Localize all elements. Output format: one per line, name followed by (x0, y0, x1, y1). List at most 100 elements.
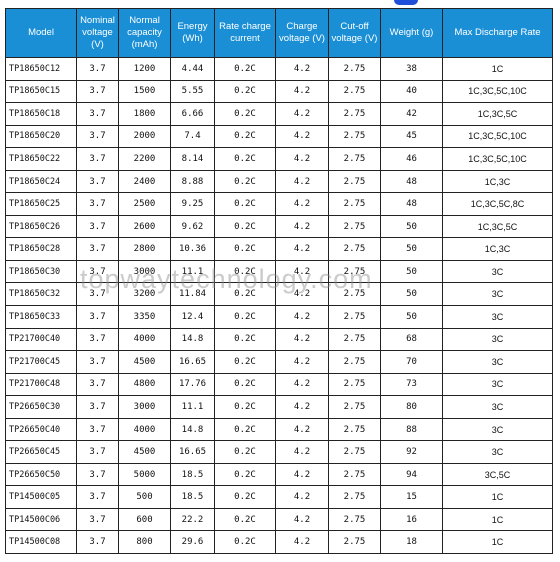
header-model: Model (5, 8, 77, 58)
cutoff-voltage-cell: 2.75 (328, 440, 381, 464)
charge-current-cell: 0.2C (214, 440, 276, 464)
table-row: TP18650C24 3.7 2400 8.88 0.2C 4.2 2.75 48 1C,3C (5, 169, 553, 194)
capacity-cell: 3000 (118, 395, 171, 419)
energy-cell: 7.4 (170, 124, 215, 149)
charge-voltage-cell: 4.2 (275, 305, 329, 329)
charge-voltage-cell: 4.2 (275, 395, 329, 419)
nominal-voltage-cell: 3.7 (76, 350, 119, 374)
cutoff-voltage-cell: 2.75 (328, 507, 381, 532)
energy-cell: 22.2 (170, 507, 215, 532)
max-discharge-cell: 3C,5C (442, 462, 553, 487)
model-cell: TP18650C15 (5, 79, 77, 104)
max-discharge-cell: 1C,3C (442, 169, 553, 194)
max-discharge-cell: 3C (442, 372, 553, 397)
capacity-cell: 4500 (118, 440, 171, 464)
weight-cell: 92 (380, 440, 443, 464)
charge-voltage-cell: 4.2 (275, 440, 329, 464)
charge-voltage-cell: 4.2 (275, 147, 329, 171)
table-row: TP14500C08 3.7 800 29.6 0.2C 4.2 2.75 18 1C (5, 530, 553, 555)
model-cell: TP14500C05 (5, 485, 77, 509)
weight-cell: 50 (380, 214, 443, 239)
weight-cell: 50 (380, 237, 443, 261)
energy-cell: 29.6 (170, 530, 215, 555)
charge-current-cell: 0.2C (214, 259, 276, 284)
energy-cell: 4.44 (170, 57, 215, 81)
header-nominal-voltage: Nominal voltage (V) (76, 8, 119, 58)
weight-cell: 70 (380, 350, 443, 374)
charge-current-cell: 0.2C (214, 507, 276, 532)
max-discharge-cell: 3C (442, 350, 553, 374)
capacity-cell: 4800 (118, 372, 171, 397)
capacity-cell: 4500 (118, 350, 171, 374)
table-row: TP26650C30 3.7 3000 11.1 0.2C 4.2 2.75 80 3C (5, 395, 553, 419)
energy-cell: 17.76 (170, 372, 215, 397)
capacity-cell: 1200 (118, 57, 171, 81)
charge-voltage-cell: 4.2 (275, 192, 329, 216)
nominal-voltage-cell: 3.7 (76, 417, 119, 442)
cutoff-voltage-cell: 2.75 (328, 237, 381, 261)
energy-cell: 18.5 (170, 462, 215, 487)
table-row: TP18650C26 3.7 2600 9.62 0.2C 4.2 2.75 50 1C,3C,… (5, 214, 553, 239)
weight-cell: 73 (380, 372, 443, 397)
energy-cell: 16.65 (170, 440, 215, 464)
cutoff-voltage-cell: 2.75 (328, 102, 381, 126)
model-cell: TP21700C45 (5, 350, 77, 374)
charge-current-cell: 0.2C (214, 57, 276, 81)
cutoff-voltage-cell: 2.75 (328, 124, 381, 149)
max-discharge-cell: 3C (442, 417, 553, 442)
max-discharge-cell: 1C,3C,5C,10C (442, 147, 553, 171)
max-discharge-cell: 1C,3C,5C,10C (442, 79, 553, 104)
table-row: TP21700C40 3.7 4000 14.8 0.2C 4.2 2.75 68 3C (5, 327, 553, 352)
header-max-discharge-rate: Max Discharge Rate (442, 8, 553, 58)
nominal-voltage-cell: 3.7 (76, 79, 119, 104)
table-row: TP18650C20 3.7 2000 7.4 0.2C 4.2 2.75 45 1C,3C,5… (5, 124, 553, 149)
model-cell: TP21700C40 (5, 327, 77, 352)
charge-current-cell: 0.2C (214, 327, 276, 352)
model-cell: TP21700C48 (5, 372, 77, 397)
energy-cell: 11.1 (170, 259, 215, 284)
nominal-voltage-cell: 3.7 (76, 305, 119, 329)
table-row: TP18650C28 3.7 2800 10.36 0.2C 4.2 2.75 50 1C,3C (5, 237, 553, 261)
blue-tab-marker (394, 0, 418, 5)
cutoff-voltage-cell: 2.75 (328, 79, 381, 104)
charge-voltage-cell: 4.2 (275, 372, 329, 397)
max-discharge-cell: 1C,3C,5C,8C (442, 192, 553, 216)
energy-cell: 11.84 (170, 282, 215, 307)
model-cell: TP18650C32 (5, 282, 77, 307)
model-cell: TP26650C45 (5, 440, 77, 464)
capacity-cell: 3350 (118, 305, 171, 329)
charge-voltage-cell: 4.2 (275, 214, 329, 239)
table-row: TP21700C48 3.7 4800 17.76 0.2C 4.2 2.75 73 3C (5, 372, 553, 397)
max-discharge-cell: 1C,3C (442, 237, 553, 261)
charge-current-cell: 0.2C (214, 417, 276, 442)
weight-cell: 48 (380, 192, 443, 216)
header-weight: Weight (g) (380, 8, 443, 58)
model-cell: TP18650C30 (5, 259, 77, 284)
weight-cell: 42 (380, 102, 443, 126)
max-discharge-cell: 3C (442, 305, 553, 329)
table-row: TP18650C30 3.7 3000 11.1 0.2C 4.2 2.75 50 3C (5, 259, 553, 284)
header-energy: Energy (Wh) (170, 8, 215, 58)
energy-cell: 10.36 (170, 237, 215, 261)
cutoff-voltage-cell: 2.75 (328, 192, 381, 216)
capacity-cell: 2600 (118, 214, 171, 239)
capacity-cell: 4000 (118, 327, 171, 352)
charge-voltage-cell: 4.2 (275, 417, 329, 442)
cutoff-voltage-cell: 2.75 (328, 214, 381, 239)
charge-current-cell: 0.2C (214, 350, 276, 374)
table-row: TP14500C06 3.7 600 22.2 0.2C 4.2 2.75 16 1C (5, 507, 553, 532)
model-cell: TP26650C30 (5, 395, 77, 419)
cutoff-voltage-cell: 2.75 (328, 395, 381, 419)
energy-cell: 8.14 (170, 147, 215, 171)
max-discharge-cell: 1C (442, 530, 553, 555)
cutoff-voltage-cell: 2.75 (328, 305, 381, 329)
charge-current-cell: 0.2C (214, 372, 276, 397)
charge-current-cell: 0.2C (214, 237, 276, 261)
capacity-cell: 2200 (118, 147, 171, 171)
charge-voltage-cell: 4.2 (275, 57, 329, 81)
weight-cell: 45 (380, 124, 443, 149)
nominal-voltage-cell: 3.7 (76, 259, 119, 284)
max-discharge-cell: 3C (442, 440, 553, 464)
max-discharge-cell: 1C,3C,5C (442, 214, 553, 239)
energy-cell: 14.8 (170, 327, 215, 352)
